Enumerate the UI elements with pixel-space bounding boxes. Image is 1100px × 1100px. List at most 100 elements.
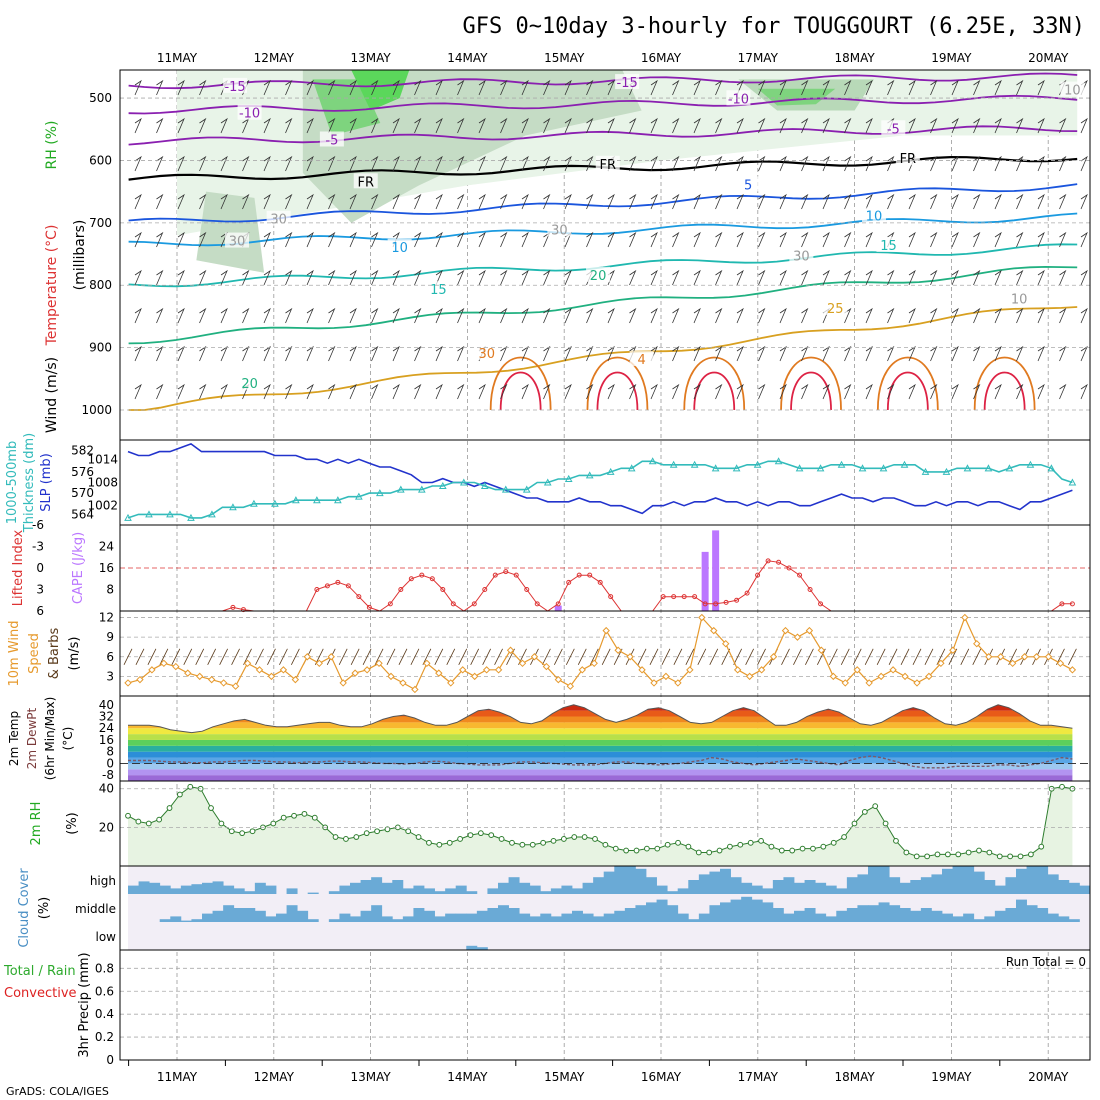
thickness-point (396, 485, 405, 493)
surface-wind-barb (924, 648, 934, 665)
rh2m-point (654, 845, 661, 852)
day-label-bottom: 14MAY (447, 1070, 488, 1084)
contour-label: 15 (430, 283, 447, 298)
contour-label-bg (237, 374, 262, 390)
wind-barb (822, 345, 830, 362)
cloud-cell-middle (233, 908, 245, 922)
rh2m-point (924, 853, 931, 860)
surface-wind-barb (231, 648, 240, 665)
cloud-cell-high (424, 888, 435, 894)
surface-wind-barb (577, 648, 587, 665)
rh-shading (302, 70, 642, 223)
wind-speed-point (829, 672, 838, 681)
cloud-cell-high (170, 888, 182, 894)
lifted-index-point (1059, 601, 1065, 607)
cloud-cell-middle (984, 916, 996, 922)
wind-barb (693, 345, 701, 362)
lifted-index-point (671, 594, 677, 600)
lifted-index-point (419, 572, 425, 578)
wind-barb (435, 155, 443, 172)
wind-barb (801, 155, 809, 172)
wind-barb (285, 231, 293, 248)
wind10m-panel: 3 6 9 12 10m Wind Speed & Barbs (m/s) (7, 610, 1091, 697)
wind-barb (607, 79, 615, 96)
wind-barb (392, 79, 400, 96)
wind-barb (951, 79, 959, 96)
wind-barb (672, 269, 680, 286)
wind-barb (672, 345, 680, 362)
cloud-cell-high (688, 880, 700, 894)
wind-barb (844, 345, 852, 362)
cloud-cell-high (223, 885, 235, 894)
wind-barb (908, 383, 916, 400)
wind-barb (285, 155, 293, 172)
hot-contour (983, 371, 1026, 411)
wind-barb (822, 193, 830, 210)
wind-barb (156, 307, 164, 324)
wind-barb (930, 307, 938, 324)
cloud-cell-middle (646, 902, 657, 922)
pressure-tick-label: 900 (89, 341, 112, 355)
wind-barb (736, 307, 744, 324)
cloud-cell-middle (529, 916, 541, 922)
lifted-index-point (608, 594, 614, 600)
cloud-cell-middle (868, 905, 879, 922)
wind-speed-point (985, 653, 993, 661)
thickness-point (459, 478, 468, 486)
cloud-cell-high (159, 885, 171, 894)
wind-barb (779, 269, 787, 286)
hot-contour (596, 371, 639, 411)
wind-barb (994, 193, 1002, 210)
wind-barb (693, 231, 701, 248)
wind-barb (349, 307, 357, 324)
cloud-cell-high (244, 891, 256, 894)
cloud-cell-middle (244, 908, 256, 922)
lifted-index-point (356, 594, 362, 600)
wind-barb (177, 231, 185, 248)
thickness-point (1026, 460, 1035, 468)
temp-band (128, 745, 1073, 752)
cloud-cell-high (1068, 882, 1080, 894)
contour-label-bg (881, 120, 906, 136)
cloud-cell-high (128, 885, 139, 894)
lifted-index-point (713, 601, 719, 607)
rh2m-point (519, 841, 526, 848)
rh2m-point (664, 841, 671, 848)
temp-tick-label: 40 (99, 698, 114, 712)
cloud-cell-middle (212, 910, 224, 922)
wind-barb (263, 307, 271, 324)
wind-barb (650, 79, 658, 96)
rh2m-point (913, 853, 920, 860)
wind-barb (500, 307, 508, 324)
rh2m-point (799, 845, 806, 852)
rh2m-point (789, 847, 796, 854)
wind-barb (263, 79, 271, 96)
rh2m-point (488, 832, 495, 838)
contour-label-bg (586, 266, 611, 282)
cloud-cell-middle (1016, 899, 1027, 922)
cloud-cell-high (667, 891, 679, 894)
contour-label-bg (474, 344, 499, 360)
rh2m-point (695, 849, 702, 856)
wind-barb (865, 383, 873, 400)
thickness-point (690, 460, 699, 468)
upper-air-ylabel: Temperature (°C) (44, 225, 60, 347)
wind-barb (199, 117, 207, 134)
wind-barb (672, 79, 680, 96)
thickness-point (313, 496, 321, 504)
cloud-cell-high (350, 882, 361, 894)
rh2m-point (986, 849, 993, 856)
wind-barb (930, 193, 938, 210)
cloud-cell-high (794, 882, 805, 894)
wind-barb (758, 231, 766, 248)
cloud-cell-middle (910, 910, 922, 922)
wind-barb (736, 383, 744, 400)
lifted-index-point (345, 583, 351, 589)
wind-barb (349, 117, 357, 134)
cloud-cell-middle (783, 913, 795, 922)
wind-barb (1059, 193, 1067, 210)
contour-label: 10 (1011, 293, 1028, 308)
wind-barb (844, 117, 852, 134)
temp-band (128, 763, 1073, 770)
